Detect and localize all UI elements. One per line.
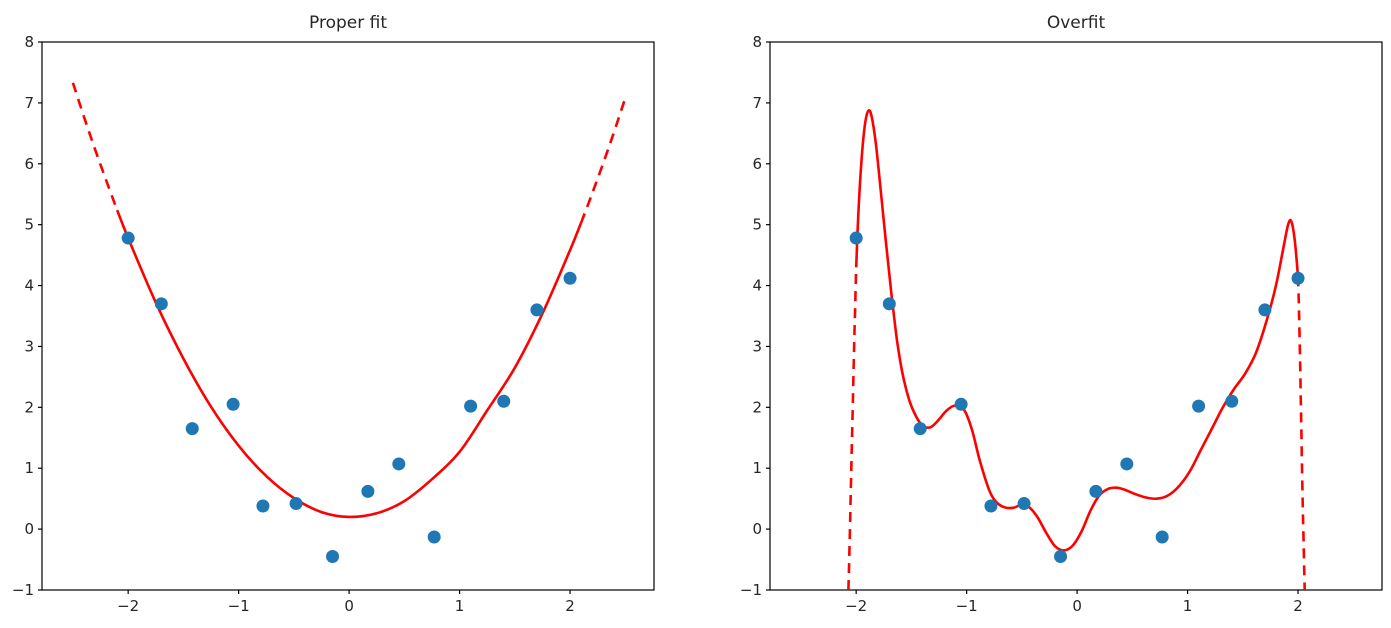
- fit-curve-dashed-right: [579, 97, 627, 224]
- scatter-point: [392, 457, 406, 471]
- scatter-point: [464, 399, 478, 413]
- y-tick-label: 8: [24, 33, 34, 51]
- scatter-point: [1089, 484, 1103, 498]
- scatter-point: [361, 484, 375, 498]
- axes-frame: [41, 41, 655, 591]
- fit-curve-dashed-left: [71, 82, 119, 211]
- y-tick-label: 3: [752, 337, 762, 355]
- fit-curve-solid: [115, 209, 583, 519]
- overfit-curve-dashed-right: [1296, 276, 1306, 591]
- y-tick-label: 1: [24, 459, 34, 477]
- y-tick-label: 7: [752, 94, 762, 112]
- y-tick-label: 2: [752, 398, 762, 416]
- scatter-point: [226, 397, 240, 411]
- scatter-point: [1155, 530, 1169, 544]
- x-tick-label: 0: [1072, 597, 1082, 615]
- y-tick-label: 1: [752, 459, 762, 477]
- scatter-point: [1258, 303, 1272, 317]
- overfit-curve-dashed-left: [847, 267, 858, 591]
- y-tick-label: 0: [752, 520, 762, 538]
- plot-content: [847, 108, 1306, 591]
- scatter-point: [256, 499, 270, 513]
- x-tick-label: −2: [117, 597, 139, 615]
- y-tick-label: 8: [752, 33, 762, 51]
- x-tick-label: 0: [344, 597, 354, 615]
- plot-content: [71, 82, 627, 564]
- scatter-point: [289, 497, 303, 511]
- y-tick-label: −1: [12, 581, 34, 599]
- y-tick-label: 3: [24, 337, 34, 355]
- scatter-point: [427, 530, 441, 544]
- scatter-point: [913, 422, 927, 436]
- x-tick-label: 1: [455, 597, 465, 615]
- scatter-point: [1054, 550, 1068, 564]
- y-tick-label: 6: [752, 155, 762, 173]
- scatter-point: [185, 422, 199, 436]
- y-tick-label: 7: [24, 94, 34, 112]
- chart-overfit: Overfit −2 −1 0 1 2 −1 0 1 2 3 4 5 6 7 8: [740, 13, 1383, 615]
- scatter-point: [326, 550, 340, 564]
- y-tick-label: 0: [24, 520, 34, 538]
- y-tick-label: 4: [752, 277, 762, 295]
- overfit-curve-solid: [854, 108, 1300, 552]
- scatter-point: [497, 394, 511, 408]
- chart-title-proper-fit: Proper fit: [309, 13, 387, 33]
- scatter-point: [121, 231, 135, 245]
- axes-frame: [769, 41, 1383, 591]
- scatter-point: [984, 499, 998, 513]
- scatter-point: [1225, 394, 1239, 408]
- y-tick-label: 6: [24, 155, 34, 173]
- y-tick-label: −1: [740, 581, 762, 599]
- y-tick-label: 2: [24, 398, 34, 416]
- x-tick-label: −1: [956, 597, 978, 615]
- scatter-point: [530, 303, 544, 317]
- y-tick-label: 4: [24, 277, 34, 295]
- x-tick-label: 1: [1183, 597, 1193, 615]
- x-tick-label: 2: [1293, 597, 1303, 615]
- scatter-point: [849, 231, 863, 245]
- y-tick-label: 5: [752, 216, 762, 234]
- scatter-point: [1017, 497, 1031, 511]
- scatter-point: [154, 297, 168, 311]
- chart-title-overfit: Overfit: [1047, 13, 1106, 33]
- x-tick-label: −1: [228, 597, 250, 615]
- scatter-point: [954, 397, 968, 411]
- scatter-point: [882, 297, 896, 311]
- scatter-point: [563, 271, 577, 285]
- x-tick-label: 2: [565, 597, 575, 615]
- scatter-point: [1120, 457, 1134, 471]
- scatter-point: [1291, 271, 1305, 285]
- scatter-point: [1192, 399, 1206, 413]
- y-tick-label: 5: [24, 216, 34, 234]
- chart-proper-fit: Proper fit −2 −1 0 1 2 −1 0 1 2 3 4 5 6 7 8: [12, 13, 655, 615]
- x-tick-label: −2: [845, 597, 867, 615]
